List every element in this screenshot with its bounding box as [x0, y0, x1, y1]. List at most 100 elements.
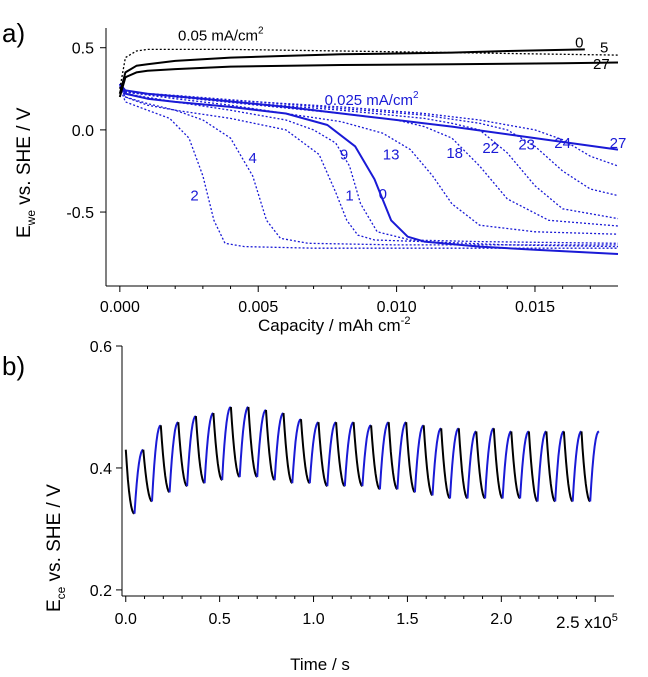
panel-a-discharge-label-4: 4	[249, 150, 257, 167]
panel-a-discharge-label-2: 2	[190, 188, 198, 205]
panel-b-x-axis-label: Time / s	[290, 655, 350, 674]
panel-b-discharge-segment	[265, 409, 276, 481]
panel-b-discharge-segment	[580, 431, 591, 503]
panel-b-discharge-segment	[177, 422, 188, 487]
panel-b-discharge-segment	[545, 431, 556, 503]
panel-b-charge-segment	[536, 430, 547, 502]
panel-a-discharge-label-13: 13	[383, 147, 400, 164]
panel-a-discharge-line-23	[119, 85, 619, 197]
panel-a-x-tick-label: 0.010	[377, 299, 417, 316]
panel-b-y-tick-label: 0.2	[90, 583, 112, 600]
panel-b-charge-segment	[343, 421, 355, 487]
panel-b-charge-segment	[501, 430, 512, 499]
panel-b-discharge-segment	[124, 449, 136, 515]
panel-b-charge-segment	[151, 424, 162, 502]
panel-a-x-tick-label: 0.005	[238, 299, 278, 316]
panel-b-discharge-segment	[475, 431, 486, 500]
panel-b-charge-segment	[589, 430, 600, 502]
panel-a-discharge-line-27	[119, 83, 619, 151]
panel-b-discharge-segment	[440, 428, 451, 500]
panel-b-discharge-segment	[370, 425, 381, 491]
panel-a-charge-line-0	[118, 48, 585, 94]
panel-a-discharge-line-18	[119, 85, 619, 227]
panel-b-discharge-segment	[510, 431, 521, 500]
panel-a-discharge-label-22: 22	[482, 140, 499, 157]
panel-a-x-tick-label: 0.015	[515, 299, 555, 316]
panel-a-discharge-label-18: 18	[446, 145, 463, 162]
panel-b-y-axis-label: Ece vs. SHE / V	[44, 484, 68, 612]
panel-a-annotation-1: 0.05 mA/cm2	[178, 25, 264, 44]
panel-b-discharge-segment	[492, 428, 504, 500]
panel-a-discharge-line-0	[118, 83, 619, 255]
panel-b-discharge-segment	[247, 406, 258, 478]
panel-a-charge-label-0: 0	[575, 35, 583, 52]
panel-b-discharge-segment	[212, 413, 223, 481]
panel-a-y-tick-label: 0.0	[72, 123, 94, 140]
panel-b-discharge-segment	[142, 449, 153, 503]
panel-b-charge-segment	[133, 448, 144, 514]
panel-a-discharge-label-1: 1	[345, 188, 353, 205]
panel-b-discharge-segment	[300, 419, 311, 484]
panel-a-charge-line-27	[118, 61, 619, 98]
panel-b-y-tick-label: 0.4	[90, 461, 112, 478]
panel-a-discharge-line-4	[119, 86, 618, 246]
panel-a-discharge-label-24: 24	[554, 135, 571, 152]
panel-b-chart: b) 0.6 0.4 0.20.0 0.5 1.0 1.5 2.0 2.5 x105 Tim…	[2, 339, 618, 674]
panel-b-charge-segment	[554, 430, 565, 502]
panel-b-discharge-segment	[387, 422, 399, 491]
panel-b-x-tick-label: 1.0	[302, 611, 324, 628]
panel-b-discharge-segment	[352, 422, 364, 487]
panel-b-x-tick-label: 0.5	[209, 611, 231, 628]
panel-b-discharge-segment	[335, 422, 346, 487]
panel-b-discharge-segment	[194, 416, 206, 484]
panel-a-discharge-label-9: 9	[340, 147, 348, 164]
panel-a-y-axis-label: Ewe vs. SHE / V	[14, 107, 38, 238]
panel-b-charge-segment	[326, 421, 337, 487]
panel-b-charge-segment	[361, 424, 372, 487]
panel-a-y-tick-label: 0.5	[72, 41, 94, 58]
panel-b-discharge-segment	[527, 431, 539, 503]
panel-b-x-tick-label: 1.5	[396, 611, 418, 628]
panel-b-discharge-segment	[422, 425, 434, 497]
panel-a-annotation-2: 0.025 mA/cm2	[325, 90, 419, 109]
panel-b-discharge-segment	[457, 428, 469, 500]
panel-b-charge-segment	[413, 424, 425, 493]
panel-a-x-tick-label: 0.000	[100, 299, 140, 316]
panel-a-label: a)	[2, 18, 25, 48]
panel-a-discharge-line-9	[119, 85, 619, 244]
panel-a-charge-label-27: 27	[593, 56, 610, 73]
panel-b-charge-segment	[519, 430, 530, 499]
panel-b-axes: 0.6 0.4 0.20.0 0.5 1.0 1.5 2.0	[90, 339, 614, 628]
panel-a-discharge-line-13	[119, 85, 619, 235]
panel-b-charge-segment	[203, 412, 214, 484]
panel-b-charge-segment	[308, 421, 320, 484]
panel-b-charge-segment	[273, 412, 285, 481]
panel-b-charge-segment	[466, 430, 477, 499]
panel-b-discharge-segment	[159, 425, 171, 494]
panel-b-discharge-segment	[282, 413, 294, 484]
panel-b-charge-segment	[571, 430, 583, 502]
panel-a-discharge-line-2	[119, 86, 618, 249]
panel-b-charge-segment	[449, 427, 460, 499]
panel-a-discharge-line-1	[119, 85, 619, 248]
panel-b-discharge-segment	[405, 422, 416, 493]
panel-b-y-tick-label: 0.6	[90, 339, 112, 356]
panel-a-discharge-label-27: 27	[610, 135, 627, 152]
panel-b-charge-segment	[256, 409, 267, 478]
panel-a-charge-label-5: 5	[600, 40, 608, 57]
panel-a-discharge-label-0: 0	[379, 186, 387, 203]
panel-b-charge-segment	[484, 427, 495, 499]
panel-b-charge-segment	[291, 418, 302, 484]
panel-b-discharge-segment	[229, 406, 241, 478]
panel-b-charge-segment	[431, 427, 442, 496]
panel-a-x-axis-label: Capacity / mAh cm-2	[258, 315, 410, 335]
panel-b-x-multiplier: 2.5 x105	[556, 612, 618, 632]
panel-b-charge-segment	[238, 406, 249, 478]
panel-b-discharge-segment	[317, 422, 328, 487]
panel-a-y-tick-label: -0.5	[66, 205, 94, 222]
panel-a-discharge-label-23: 23	[518, 137, 535, 154]
panel-b-charge-segment	[396, 421, 407, 490]
